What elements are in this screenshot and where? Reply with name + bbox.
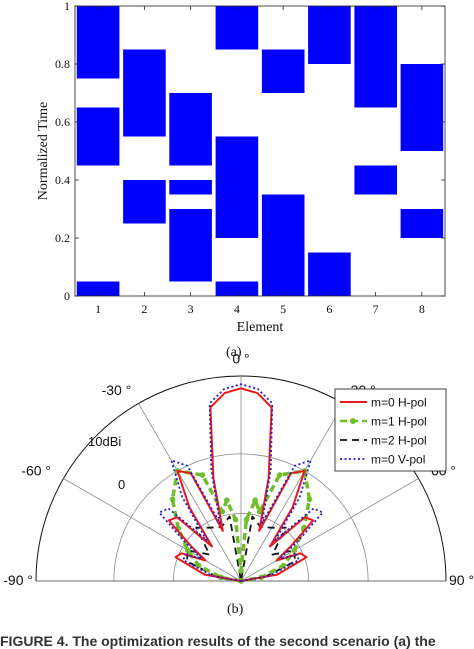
interval-bar bbox=[308, 252, 351, 296]
legend-label: m=0 H-pol bbox=[371, 396, 427, 410]
legend-marker bbox=[350, 418, 356, 424]
interval-bar bbox=[354, 6, 397, 108]
angle-tick-label: 90 ° bbox=[449, 572, 474, 588]
y-tick-label: 0.4 bbox=[55, 173, 70, 187]
legend-label: m=2 H-pol bbox=[371, 434, 427, 448]
y-tick-label: 0.6 bbox=[55, 115, 70, 129]
polar-grid-spoke bbox=[240, 403, 344, 582]
x-tick-label: 6 bbox=[326, 302, 332, 316]
interval-bar bbox=[123, 180, 166, 224]
interval-bar bbox=[354, 165, 397, 195]
figure-caption: FIGURE 4. The optimization results of th… bbox=[0, 633, 436, 649]
x-tick-label: 4 bbox=[234, 302, 240, 316]
interval-bar bbox=[169, 180, 212, 195]
interval-bar bbox=[76, 6, 120, 79]
interval-bar bbox=[76, 107, 120, 166]
interval-bar bbox=[123, 49, 166, 137]
series-marker bbox=[232, 516, 239, 523]
polar-grid-spoke bbox=[138, 403, 242, 582]
interval-bar bbox=[215, 6, 259, 50]
interval-bar bbox=[400, 64, 444, 151]
series-marker bbox=[256, 508, 263, 515]
series-marker bbox=[243, 516, 250, 523]
series-marker bbox=[306, 496, 313, 503]
series-marker bbox=[224, 497, 230, 504]
polar-grid-spoke bbox=[240, 478, 419, 582]
interval-bar bbox=[169, 209, 212, 282]
x-tick-label: 8 bbox=[419, 302, 425, 316]
series-marker bbox=[238, 568, 244, 574]
interval-bar bbox=[169, 93, 212, 166]
caption-b: (b) bbox=[227, 602, 244, 617]
x-tick-label: 1 bbox=[95, 302, 101, 316]
angle-tick-label: -60 ° bbox=[21, 462, 51, 478]
series-marker bbox=[291, 547, 298, 554]
series-line bbox=[167, 387, 315, 582]
x-tick-label: 3 bbox=[188, 302, 194, 316]
x-tick-label: 2 bbox=[141, 302, 147, 316]
series-marker bbox=[184, 547, 191, 554]
angle-tick-label: 0 ° bbox=[232, 351, 249, 367]
y-tick-label: 0.8 bbox=[55, 57, 70, 71]
time-interval-chart: 1 2 3 4 5 6 7 8 0 0.2 0.4 0.6 0.8 1 Element Normalized … bbox=[36, 0, 446, 335]
x-tick-label: 7 bbox=[373, 302, 379, 316]
plot-frame bbox=[74, 5, 446, 297]
y-tick-label: 0.2 bbox=[55, 231, 70, 245]
angle-tick-label: -90 ° bbox=[3, 572, 33, 588]
legend-label: m=0 V-pol bbox=[371, 453, 425, 467]
interval-bar bbox=[400, 209, 444, 238]
polar-grid-spoke bbox=[63, 478, 242, 582]
interval-bar bbox=[261, 194, 305, 296]
angle-tick-label: -30 ° bbox=[102, 382, 132, 398]
interval-bar bbox=[261, 49, 305, 93]
legend-label: m=1 H-pol bbox=[371, 415, 427, 429]
radial-tick-label: 0 bbox=[118, 477, 125, 492]
y-axis-label: Normalized Time bbox=[36, 102, 51, 200]
interval-bar bbox=[215, 136, 259, 238]
interval-bar bbox=[308, 6, 351, 64]
series-line bbox=[158, 383, 324, 582]
series-marker bbox=[219, 508, 226, 515]
series-marker bbox=[169, 496, 176, 503]
series-marker bbox=[199, 472, 206, 478]
interval-bar bbox=[215, 281, 259, 296]
interval-bar bbox=[76, 281, 120, 296]
series-marker bbox=[276, 472, 283, 478]
radial-tick-label: 10dBi bbox=[88, 434, 121, 449]
caption-a: (a) bbox=[226, 345, 242, 360]
y-tick-label: 0 bbox=[64, 289, 70, 303]
x-axis-label: Element bbox=[237, 320, 284, 335]
y-tick-label: 1 bbox=[64, 0, 70, 13]
x-tick-label: 5 bbox=[280, 302, 286, 316]
series-marker bbox=[252, 497, 258, 504]
